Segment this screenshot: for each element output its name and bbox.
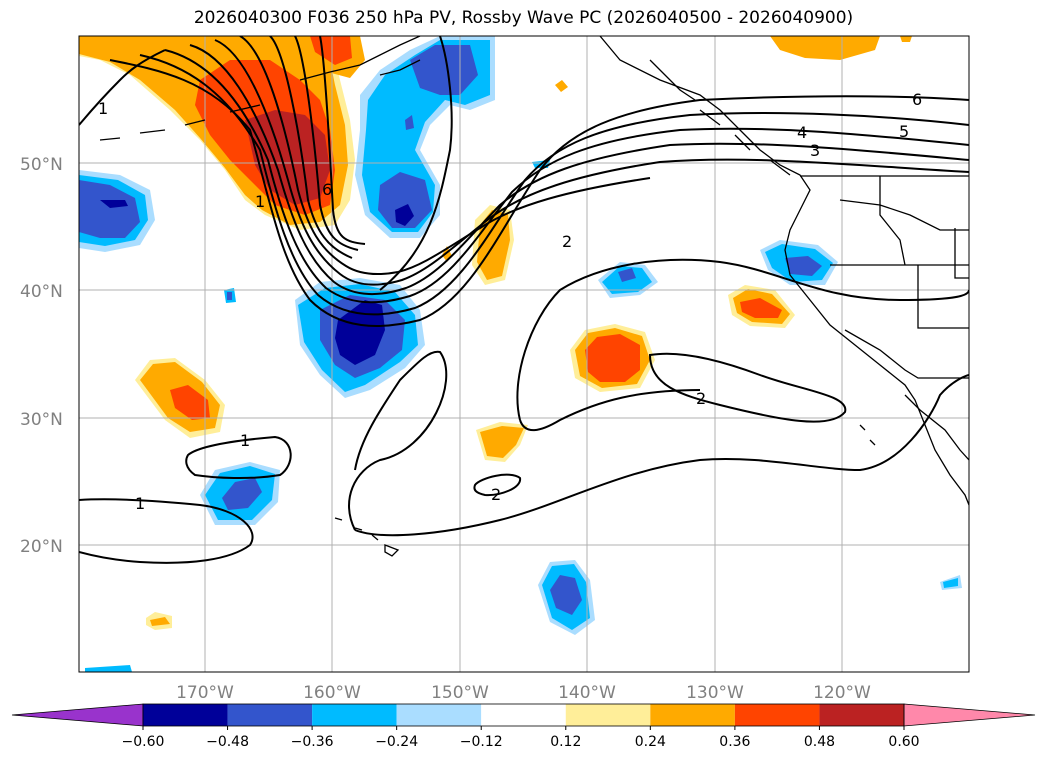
lon-label: 150°W (431, 683, 489, 703)
longitude-labels: 170°W 160°W 150°W 140°W 130°W 120°W (176, 683, 871, 703)
colorbar-swatch (11, 703, 144, 727)
lon-label: 170°W (176, 683, 234, 703)
contour-label: 1 (240, 431, 250, 450)
colorbar-swatch (819, 704, 904, 726)
contour-label: 3 (810, 141, 820, 160)
contour-labels: 1 1 1 2 2 2 3 4 5 6 6 1 (98, 90, 922, 513)
lat-label: 20°N (20, 537, 63, 557)
colorbar-tick-label: 0.12 (550, 734, 581, 750)
lon-label: 160°W (303, 683, 361, 703)
colorbar-tick-label: 0.48 (804, 734, 835, 750)
colorbar-tick-label: −0.36 (291, 734, 334, 750)
colorbar-swatch (481, 704, 566, 726)
colorbar-tick-label: −0.12 (460, 734, 503, 750)
colorbar-ticks: −0.60 −0.48 −0.36 −0.24 −0.12 0.12 0.24 0.36 0.4… (122, 726, 920, 750)
map-frame (78, 35, 970, 673)
colorbar: −0.60 −0.48 −0.36 −0.24 −0.12 0.12 0.24 0.36 0.4… (11, 703, 1036, 750)
colorbar-tick-label: −0.60 (122, 734, 165, 750)
contour-label: 6 (912, 90, 922, 109)
colorbar-swatch (650, 704, 735, 726)
lat-label: 40°N (20, 282, 63, 302)
pv-anomaly-fills (79, 36, 962, 672)
colorbar-tick-label: 0.36 (719, 734, 750, 750)
colorbar-swatch (396, 704, 482, 726)
lon-label: 120°W (813, 683, 871, 703)
colorbar-swatch (312, 704, 397, 726)
pv-contours (79, 36, 969, 564)
coastlines (99, 36, 969, 557)
lon-label: 130°W (686, 683, 744, 703)
contour-label: 2 (696, 389, 706, 408)
map-title: 2026040300 F036 250 hPa PV, Rossby Wave … (193, 8, 854, 28)
colorbar-swatch (903, 703, 1036, 727)
lat-label: 50°N (20, 155, 63, 175)
colorbar-swatch (227, 704, 313, 726)
colorbar-tick-label: 0.60 (888, 734, 919, 750)
contour-label: 1 (255, 192, 265, 211)
contour-label: 5 (899, 122, 909, 141)
colorbar-tick-label: 0.24 (635, 734, 666, 750)
contour-label: 1 (98, 99, 108, 118)
colorbar-outline (142, 703, 905, 727)
colorbar-tick-label: −0.48 (206, 734, 249, 750)
contour-label: 4 (797, 123, 807, 142)
lon-label: 140°W (558, 683, 616, 703)
colorbar-swatches (11, 703, 1036, 727)
contour-label: 2 (491, 485, 501, 504)
contour-label: 6 (322, 180, 332, 199)
contour-label: 2 (562, 232, 572, 251)
colorbar-swatch (143, 704, 228, 726)
lat-label: 30°N (20, 410, 63, 430)
colorbar-swatch (565, 704, 651, 726)
colorbar-tick-label: −0.24 (375, 734, 418, 750)
latitude-labels: 50°N 40°N 30°N 20°N (20, 155, 63, 557)
contour-label: 1 (135, 494, 145, 513)
colorbar-swatch (734, 704, 820, 726)
